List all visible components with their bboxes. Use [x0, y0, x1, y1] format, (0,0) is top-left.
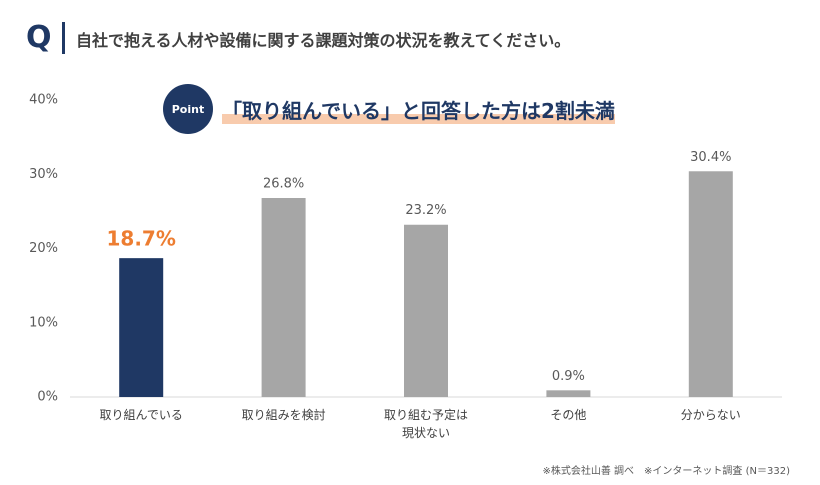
- bar: [261, 198, 306, 397]
- value-label: 26.8%: [263, 177, 304, 192]
- bar: [546, 390, 591, 397]
- value-label: 0.9%: [552, 369, 585, 384]
- y-tick-label: 30%: [29, 167, 58, 182]
- y-tick-label: 10%: [29, 315, 58, 330]
- x-tick-label: 取り組んでいる: [99, 408, 183, 422]
- headline: 「取り組んでいる」と回答した方は2割未満: [222, 95, 615, 124]
- footnote: ※株式会社山善 調べ ※インターネット調査 (N＝332): [542, 466, 791, 477]
- divider: [62, 22, 65, 54]
- value-label: 23.2%: [405, 203, 446, 218]
- y-tick-label: 0%: [37, 390, 58, 405]
- x-tick-label: 取り組みを検討: [241, 408, 326, 422]
- question: 自社で抱える人材や設備に関する課題対策の状況を教えてください。: [76, 31, 571, 50]
- point-badge: Point: [163, 84, 213, 134]
- y-tick-label: 20%: [29, 241, 58, 256]
- x-tick-label: その他: [550, 408, 587, 422]
- q-badge: Q: [26, 20, 52, 55]
- bar: [688, 171, 733, 397]
- y-tick-label: 40%: [29, 93, 58, 108]
- bar: [404, 224, 448, 397]
- x-tick-label: 取り組む予定は現状ない: [383, 408, 468, 440]
- value-label: 18.7%: [107, 227, 176, 251]
- bar: [119, 258, 164, 397]
- x-tick-label: 分からない: [680, 408, 741, 422]
- value-label: 30.4%: [690, 150, 731, 165]
